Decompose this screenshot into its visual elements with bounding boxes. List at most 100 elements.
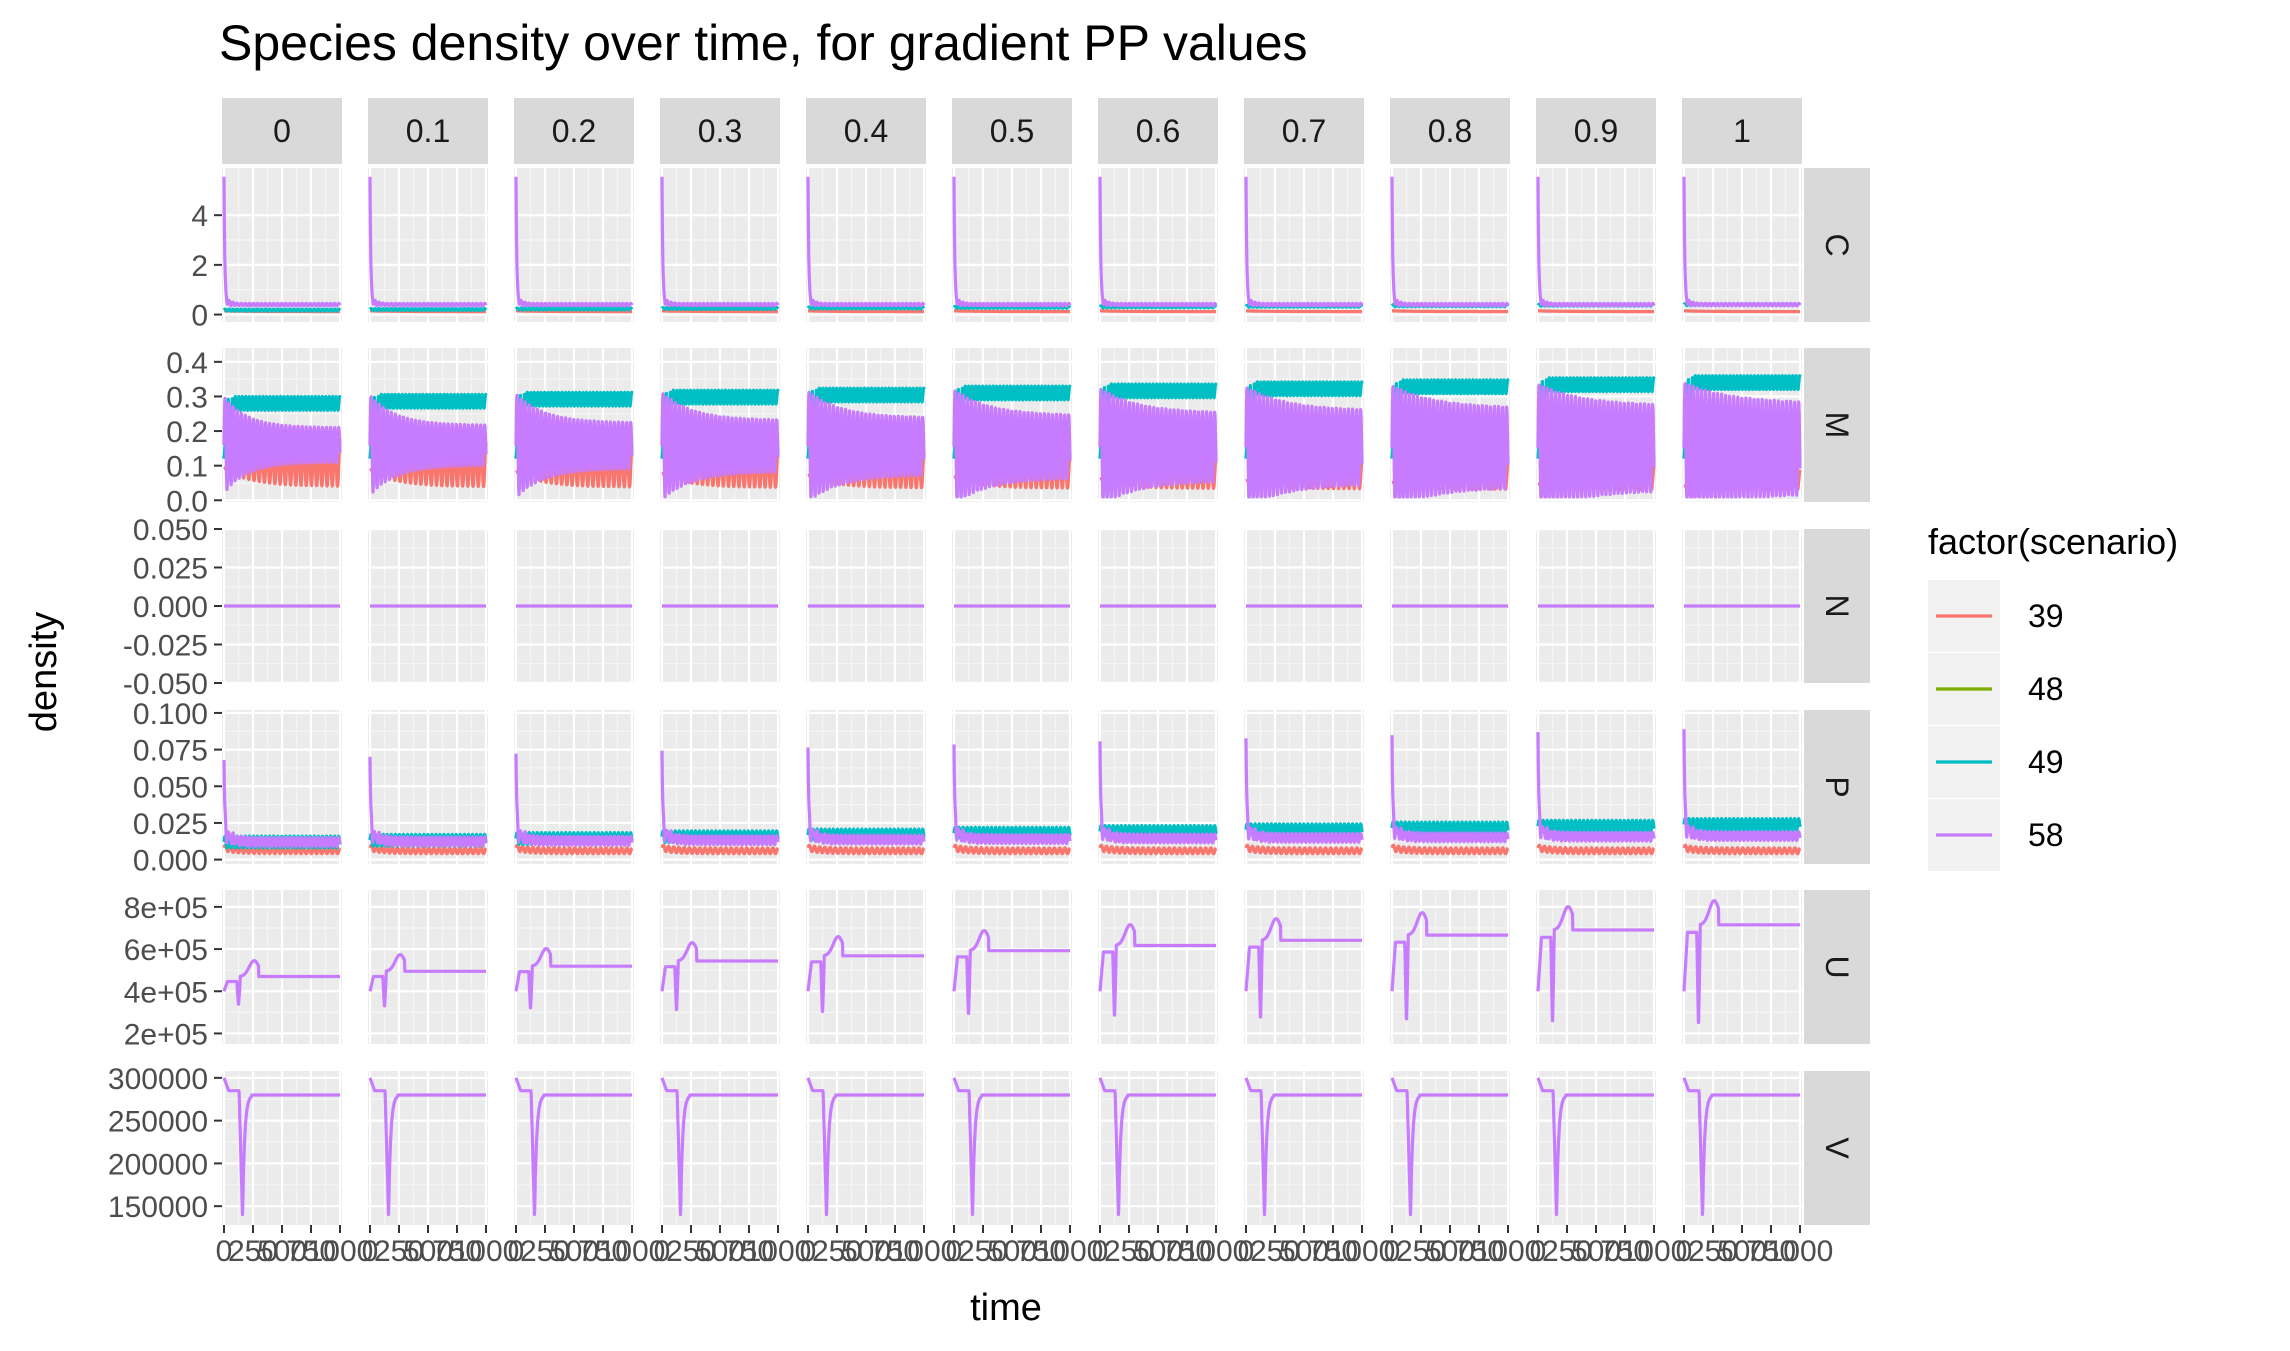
facet-col-label: 0.9 bbox=[1574, 113, 1618, 149]
series-line-58 bbox=[514, 176, 634, 308]
x-tick-label: 750 bbox=[1016, 1235, 1066, 1268]
facet-col-label: 0.8 bbox=[1428, 113, 1472, 149]
facet-col-label: 0.2 bbox=[552, 113, 596, 149]
series-line-58 bbox=[1098, 923, 1218, 1017]
y-tick-label: 0.0 bbox=[166, 485, 208, 518]
x-tick-label: 750 bbox=[1162, 1235, 1212, 1268]
legend-label: 48 bbox=[2028, 671, 2064, 707]
series-line-58 bbox=[1536, 1077, 1656, 1216]
series-line-39 bbox=[1244, 309, 1364, 314]
facet-strip-row bbox=[1804, 710, 1870, 864]
series-line-58 bbox=[952, 744, 1072, 846]
x-tick-label: 250 bbox=[1250, 1235, 1300, 1268]
series-line-49 bbox=[1098, 382, 1218, 459]
series-line-58 bbox=[514, 393, 634, 497]
series-line-39 bbox=[1390, 843, 1510, 856]
facet-strip-col bbox=[660, 98, 780, 164]
series-line-58 bbox=[1682, 899, 1802, 1025]
x-tick-label: 1000 bbox=[599, 1235, 666, 1268]
facet-strip-col bbox=[1536, 98, 1656, 164]
x-tick-label: 0 bbox=[654, 1235, 671, 1268]
facet-col-label: 0 bbox=[273, 113, 291, 149]
series-line-39 bbox=[514, 843, 634, 856]
x-tick-label: 500 bbox=[841, 1235, 891, 1268]
y-tick-label: 8e+05 bbox=[124, 892, 208, 925]
y-tick-label: 0.050 bbox=[133, 771, 208, 804]
series-line-58 bbox=[368, 176, 488, 308]
series-line-58 bbox=[660, 750, 780, 847]
y-tick-label: 0.4 bbox=[166, 347, 208, 380]
series-line-39 bbox=[1098, 309, 1218, 314]
x-tick-label: 750 bbox=[1746, 1235, 1796, 1268]
x-tick-label: 0 bbox=[508, 1235, 525, 1268]
x-tick-label: 0 bbox=[1676, 1235, 1693, 1268]
series-line-58 bbox=[1098, 176, 1218, 308]
facet-col-label: 0.6 bbox=[1136, 113, 1180, 149]
x-tick-label: 500 bbox=[1425, 1235, 1475, 1268]
x-tick-label: 250 bbox=[666, 1235, 716, 1268]
y-tick-label: 0.3 bbox=[166, 381, 208, 414]
facet-row-label: N bbox=[1819, 594, 1855, 617]
series-line-49 bbox=[806, 386, 926, 459]
series-line-58 bbox=[222, 176, 342, 308]
x-tick-label: 1000 bbox=[1183, 1235, 1250, 1268]
series-line-49 bbox=[952, 304, 1072, 310]
series-line-39 bbox=[1536, 843, 1656, 856]
facet-strip-col bbox=[1098, 98, 1218, 164]
series-line-58 bbox=[1390, 911, 1510, 1021]
y-tick-label: 0.1 bbox=[166, 451, 208, 484]
x-tick-label: 250 bbox=[374, 1235, 424, 1268]
series-line-58 bbox=[952, 929, 1072, 1015]
legend-title: factor(scenario) bbox=[1928, 521, 2178, 562]
facet-strip-row bbox=[1804, 890, 1870, 1044]
series-line-58 bbox=[1390, 735, 1510, 844]
x-tick-label: 750 bbox=[578, 1235, 628, 1268]
x-tick-label: 500 bbox=[695, 1235, 745, 1268]
y-tick-label: -0.025 bbox=[123, 630, 208, 663]
series-line-58 bbox=[806, 390, 926, 499]
series-line-58 bbox=[1244, 386, 1364, 499]
facet-row-label: M bbox=[1819, 412, 1855, 439]
series-line-49 bbox=[1244, 380, 1364, 459]
x-tick-label: 0 bbox=[1238, 1235, 1255, 1268]
series-line-39 bbox=[806, 309, 926, 314]
y-tick-label: 300000 bbox=[108, 1063, 208, 1096]
series-line-39 bbox=[368, 843, 488, 856]
x-tick-label: 500 bbox=[257, 1235, 307, 1268]
facet-col-label: 0.3 bbox=[698, 113, 742, 149]
x-tick-label: 250 bbox=[520, 1235, 570, 1268]
x-tick-label: 1000 bbox=[307, 1235, 374, 1268]
series-line-49 bbox=[368, 392, 488, 459]
y-tick-label: 0.2 bbox=[166, 416, 208, 449]
series-line-58 bbox=[222, 759, 342, 848]
y-tick-label: 0.075 bbox=[133, 735, 208, 768]
series-line-58 bbox=[368, 395, 488, 494]
facet-strip-col bbox=[222, 98, 342, 164]
x-tick-label: 500 bbox=[1279, 1235, 1329, 1268]
series-line-58 bbox=[1244, 1077, 1364, 1216]
x-tick-label: 500 bbox=[1571, 1235, 1621, 1268]
series-line-39 bbox=[1682, 309, 1802, 314]
series-line-58 bbox=[1244, 738, 1364, 844]
facet-row-label: C bbox=[1819, 233, 1855, 256]
y-tick-label: 4e+05 bbox=[124, 976, 208, 1009]
x-tick-label: 1000 bbox=[1621, 1235, 1688, 1268]
x-tick-label: 250 bbox=[1396, 1235, 1446, 1268]
x-tick-label: 0 bbox=[1092, 1235, 1109, 1268]
x-tick-label: 500 bbox=[987, 1235, 1037, 1268]
x-tick-label: 750 bbox=[1454, 1235, 1504, 1268]
series-line-39 bbox=[660, 309, 780, 314]
series-line-58 bbox=[514, 947, 634, 1010]
x-tick-label: 0 bbox=[362, 1235, 379, 1268]
y-tick-label: 250000 bbox=[108, 1106, 208, 1139]
chart-title: Species density over time, for gradient … bbox=[219, 15, 1308, 71]
series-line-58 bbox=[1682, 382, 1802, 499]
series-line-39 bbox=[806, 843, 926, 856]
x-tick-label: 1000 bbox=[1329, 1235, 1396, 1268]
y-tick-label: 200000 bbox=[108, 1148, 208, 1181]
series-line-58 bbox=[660, 176, 780, 308]
series-line-58 bbox=[1098, 387, 1218, 499]
series-line-39 bbox=[514, 309, 634, 314]
series-line-39 bbox=[222, 843, 342, 856]
x-tick-label: 500 bbox=[1717, 1235, 1767, 1268]
